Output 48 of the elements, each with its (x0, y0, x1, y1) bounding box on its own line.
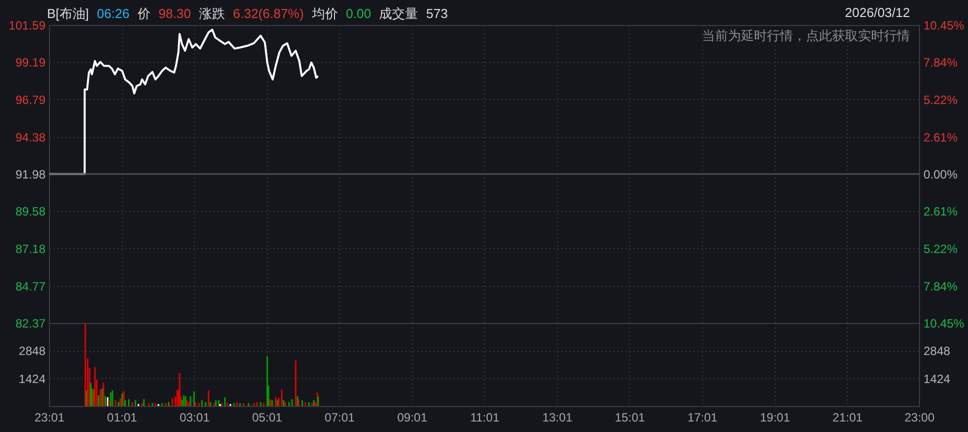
text: 06:26 (96, 6, 130, 21)
text: 2026/03/12 (844, 5, 910, 20)
x-tick-label: 17:01 (687, 410, 718, 424)
y-tick-label: 99.19 (15, 56, 46, 70)
x-tick-label: 03:01 (180, 410, 210, 424)
y-tick-label: 94.38 (15, 130, 46, 144)
y-tick-label: 89.58 (15, 204, 46, 219)
y2-tick-label: 2.61% (924, 130, 958, 144)
y2-tick-label: 2848 (924, 344, 951, 358)
chart-title: B[布油] (47, 6, 89, 21)
y-tick-label: 84.77 (15, 279, 46, 294)
y2-tick-label: 2.61% (924, 204, 958, 219)
y2-tick-label: 0.00% (924, 168, 958, 182)
y-tick-label: 101.59 (8, 18, 46, 32)
y-tick-label: 1424 (18, 372, 46, 386)
x-tick-label: 13:01 (542, 410, 573, 424)
y-tick-label: 87.18 (15, 242, 46, 256)
y2-tick-label: 1424 (924, 372, 951, 386)
y2-tick-label: 7.84% (924, 56, 958, 70)
x-tick-label: 09:01 (397, 410, 428, 424)
x-tick-label: 15:01 (614, 410, 646, 424)
y-tick-label: 96.79 (15, 92, 46, 107)
y-tick-label: 82.37 (15, 316, 46, 330)
x-tick-label: 23:00 (904, 410, 935, 424)
x-tick-label: 01:01 (107, 410, 138, 424)
text: 0.00 (346, 6, 372, 21)
text: 成交量 (379, 6, 418, 21)
text: 均价 (312, 6, 338, 21)
y-tick-label: 2848 (18, 344, 46, 358)
y2-tick-label: 7.84% (924, 279, 958, 294)
annotation: 当前为延时行情，点此获取实时行情 (702, 27, 910, 45)
x-tick-label: 11:01 (470, 410, 500, 424)
x-tick-label: 05:01 (252, 410, 282, 424)
y-tick-label: 91.98 (15, 168, 46, 182)
line-series (49, 28, 320, 175)
text: 6.32(6.87%) (233, 6, 304, 21)
text: 价 (137, 6, 150, 21)
text: 涨跌 (199, 6, 225, 21)
y2-tick-label: 10.45% (924, 18, 965, 32)
x-tick-label: 19:01 (760, 410, 790, 424)
x-tick-label: 23:01 (34, 410, 65, 424)
y2-tick-label: 10.45% (924, 316, 965, 330)
x-tick-label: 07:01 (324, 410, 356, 424)
x-tick-label: 21:01 (832, 410, 863, 424)
y2-tick-label: 5.22% (924, 242, 958, 256)
y2-tick-label: 5.22% (924, 93, 958, 108)
text: 573 (426, 6, 448, 21)
text: 98.30 (158, 6, 191, 21)
